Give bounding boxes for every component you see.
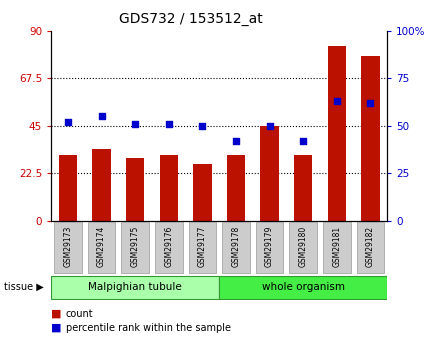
Text: GSM29179: GSM29179: [265, 226, 274, 267]
Text: whole organism: whole organism: [262, 282, 345, 292]
Point: [65, 119, 72, 125]
Bar: [189, 222, 216, 273]
Point: [333, 99, 340, 104]
Bar: [159, 156, 178, 221]
Point: [299, 138, 307, 144]
Bar: [289, 222, 317, 273]
Bar: [193, 164, 212, 221]
Text: tissue ▶: tissue ▶: [4, 282, 44, 292]
Text: GSM29175: GSM29175: [131, 226, 140, 267]
Point: [165, 121, 172, 127]
Text: percentile rank within the sample: percentile rank within the sample: [66, 323, 231, 333]
Bar: [222, 222, 250, 273]
Text: GSM29173: GSM29173: [64, 226, 73, 267]
Bar: [121, 222, 149, 273]
Bar: [227, 156, 245, 221]
Bar: [328, 46, 346, 221]
Point: [232, 138, 239, 144]
Bar: [88, 222, 115, 273]
Point: [266, 123, 273, 129]
Bar: [294, 156, 312, 221]
Text: ■: ■: [51, 309, 62, 319]
Bar: [323, 222, 351, 273]
Point: [367, 100, 374, 106]
Bar: [361, 56, 380, 221]
Bar: [126, 158, 145, 221]
Text: GSM29174: GSM29174: [97, 226, 106, 267]
Bar: [155, 222, 182, 273]
Text: GSM29176: GSM29176: [164, 226, 173, 267]
Bar: [260, 126, 279, 221]
Bar: [51, 276, 219, 299]
Text: count: count: [66, 309, 93, 319]
Text: GDS732 / 153512_at: GDS732 / 153512_at: [119, 12, 263, 26]
Point: [132, 121, 139, 127]
Point: [98, 114, 105, 119]
Text: Malpighian tubule: Malpighian tubule: [88, 282, 182, 292]
Text: GSM29178: GSM29178: [231, 226, 240, 267]
Text: GSM29180: GSM29180: [299, 226, 307, 267]
Bar: [59, 156, 77, 221]
Text: GSM29177: GSM29177: [198, 226, 207, 267]
Bar: [54, 222, 82, 273]
Text: ■: ■: [51, 323, 62, 333]
Text: GSM29181: GSM29181: [332, 226, 341, 267]
Bar: [92, 149, 111, 221]
Bar: [356, 222, 384, 273]
Bar: [256, 222, 283, 273]
Text: GSM29182: GSM29182: [366, 226, 375, 267]
Bar: [219, 276, 387, 299]
Point: [199, 123, 206, 129]
